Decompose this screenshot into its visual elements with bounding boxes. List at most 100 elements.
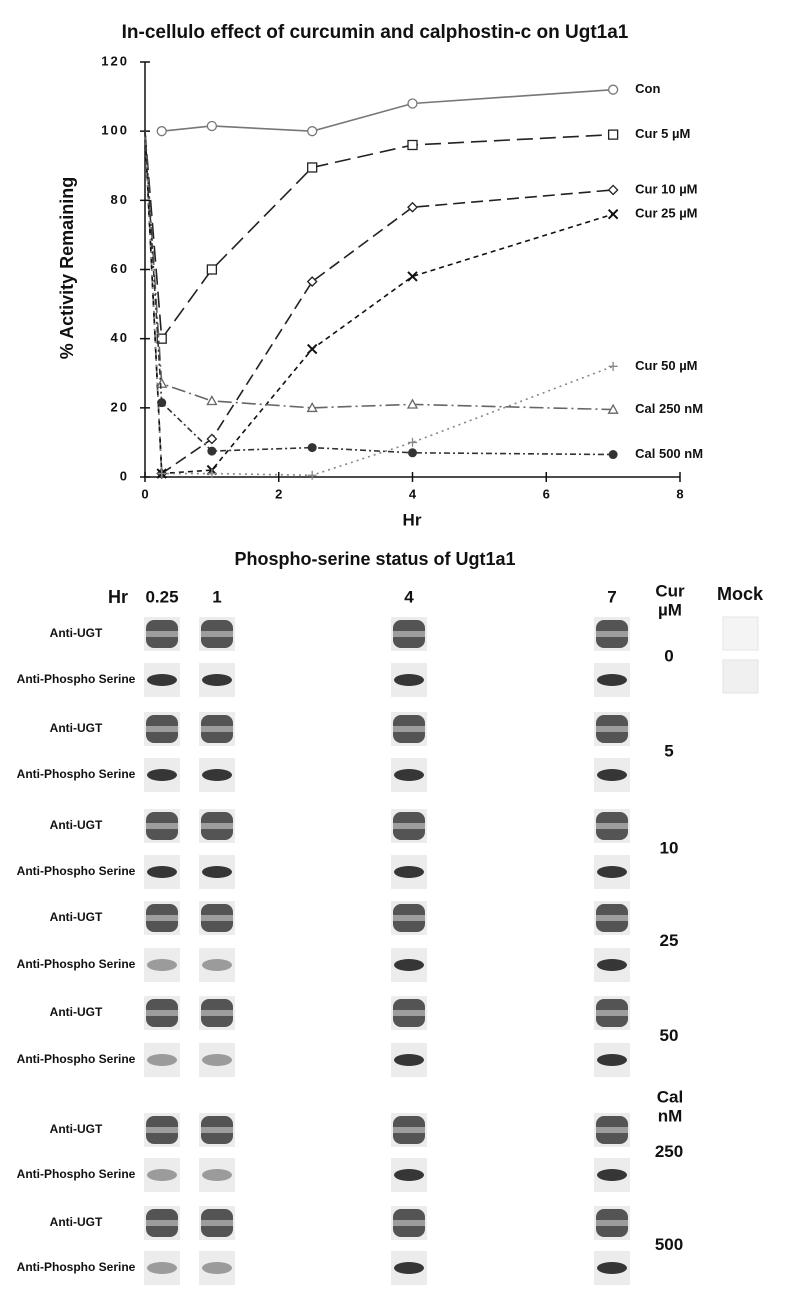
concentration-label: 500 [655, 1235, 683, 1254]
row-label: Anti-Phospho Serine [17, 672, 136, 686]
blot-band [596, 1127, 628, 1133]
marker [607, 129, 619, 140]
blot-frame [199, 1158, 235, 1192]
blot-band [202, 1262, 232, 1274]
blot-band [146, 631, 178, 637]
blot-band [393, 631, 425, 637]
chart-title: In-cellulo effect of curcumin and calpho… [122, 22, 629, 43]
marker [407, 98, 418, 109]
blot-band [202, 1054, 232, 1066]
legend-label: Cur 50 µM [635, 358, 697, 373]
y-tick-label: 100 [101, 123, 129, 138]
blot-band [596, 915, 628, 921]
marker [207, 469, 217, 479]
series-line [161, 88, 614, 132]
row-label: Anti-Phospho Serine [17, 1167, 136, 1181]
blot-band [147, 1054, 177, 1066]
series-line [144, 131, 614, 411]
blot-band [393, 1010, 425, 1016]
blot-band [393, 823, 425, 829]
blot-band [393, 1127, 425, 1133]
blot-band [394, 1169, 424, 1181]
marker [307, 162, 318, 173]
blot-frame [144, 1043, 180, 1077]
blot-frame [199, 1251, 235, 1285]
x-tick-label: 4 [409, 486, 417, 501]
blot-band [147, 769, 177, 781]
blot-band [597, 1054, 627, 1066]
blot-band [597, 959, 627, 971]
blot-band [146, 1220, 178, 1226]
marker [407, 271, 418, 282]
blot-title: Phospho-serine status of Ugt1a1 [234, 549, 515, 569]
legend-label: Cur 5 µM [635, 126, 690, 141]
marker [156, 377, 168, 388]
mock-blot [722, 616, 759, 651]
blot-band [393, 726, 425, 732]
treatment-header: Cal [657, 1087, 683, 1106]
series-line [144, 131, 614, 475]
series-line [144, 131, 614, 341]
blot-band [596, 1010, 628, 1016]
treatment-header: µM [658, 600, 682, 619]
marker [307, 470, 317, 480]
blot-band [146, 1010, 178, 1016]
x-tick-label: 8 [676, 486, 683, 501]
blot-band [597, 674, 627, 686]
mock-label: Mock [717, 584, 764, 604]
y-tick-label: 20 [111, 399, 129, 414]
concentration-label: 250 [655, 1142, 683, 1161]
x-axis-label: Hr [403, 510, 422, 529]
y-tick-label: 120 [101, 53, 129, 68]
marker [408, 437, 417, 447]
concentration-label: 25 [660, 931, 679, 950]
row-label: Anti-UGT [50, 818, 103, 832]
concentration-label: 0 [664, 646, 673, 665]
legend-label: Cal 250 nM [635, 401, 703, 416]
x-tick-label: 0 [141, 486, 148, 501]
blot-band [202, 769, 232, 781]
row-label: Anti-Phospho Serine [17, 767, 136, 781]
legend-label: Cur 25 µM [635, 206, 697, 221]
row-label: Anti-Phospho Serine [17, 957, 136, 971]
blot-band [202, 866, 232, 878]
blot-band [596, 1220, 628, 1226]
concentration-label: 5 [664, 741, 673, 760]
blot-frame [199, 1043, 235, 1077]
marker [157, 469, 167, 479]
blot-band [201, 1010, 233, 1016]
blot-band [201, 726, 233, 732]
concentration-label: 10 [660, 838, 679, 857]
marker [307, 126, 318, 137]
y-tick-label: 60 [111, 261, 129, 276]
blot-band [596, 726, 628, 732]
hr-label: Hr [108, 587, 128, 607]
treatment-header: Cur [655, 581, 685, 600]
blot-band [596, 823, 628, 829]
legend-label: Cal 500 nM [635, 446, 703, 461]
marker [608, 450, 618, 460]
y-tick-label: 0 [120, 468, 129, 483]
marker [408, 448, 417, 458]
marker [607, 84, 619, 95]
blot-band [147, 674, 177, 686]
row-label: Anti-UGT [50, 721, 103, 735]
blot-band [146, 726, 178, 732]
marker [206, 120, 218, 132]
blot-band [394, 1262, 424, 1274]
series-line [144, 131, 614, 476]
blot-band [202, 674, 232, 686]
marker [306, 401, 318, 413]
marker [206, 395, 218, 406]
column-label: 0.25 [145, 587, 178, 606]
marker [406, 398, 419, 409]
row-label: Anti-Phospho Serine [17, 1052, 136, 1066]
marker [607, 184, 619, 196]
column-label: 4 [404, 587, 414, 606]
blot-band [146, 1127, 178, 1133]
row-label: Anti-UGT [50, 1122, 103, 1136]
blot-band [597, 866, 627, 878]
blot-frame [144, 1158, 180, 1192]
marker [156, 126, 167, 137]
